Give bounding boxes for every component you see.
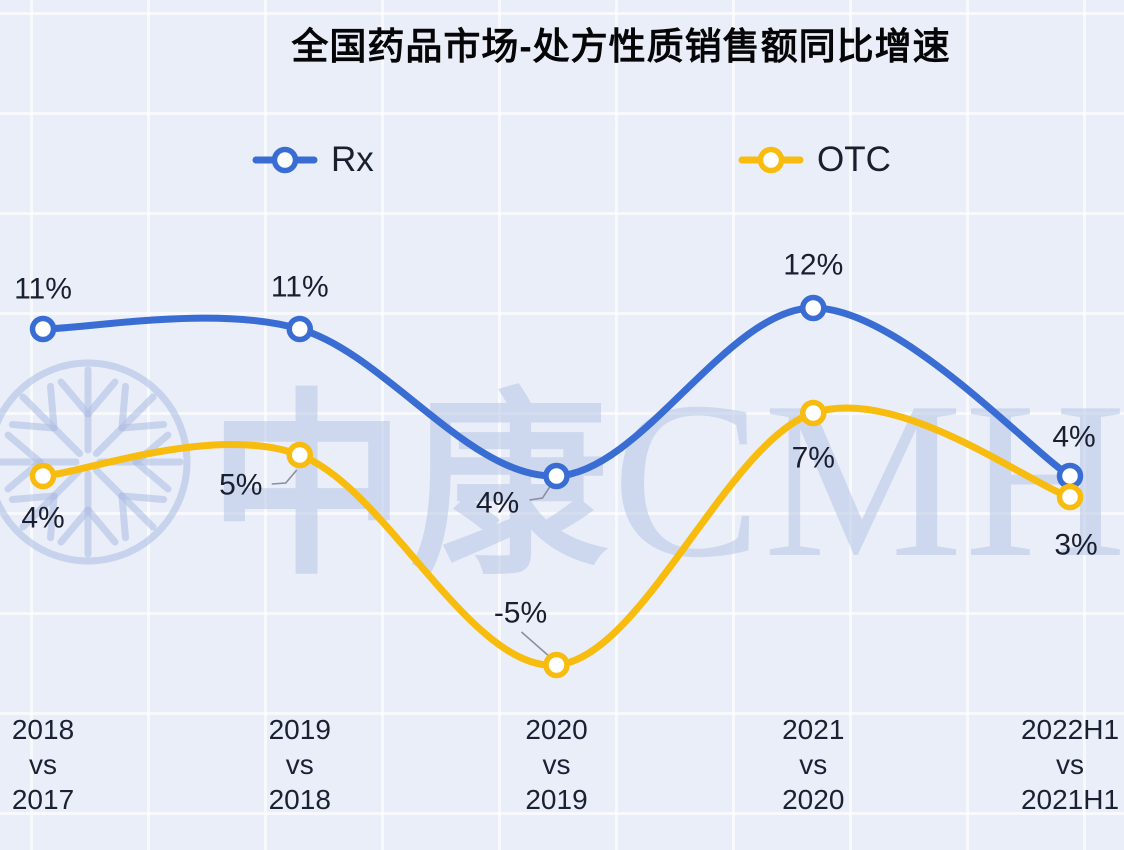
- data-label-otc-2: -5%: [494, 597, 547, 630]
- data-label-rx-3: 12%: [783, 249, 843, 282]
- data-label-otc-4: 3%: [1054, 529, 1097, 562]
- data-point-otc-2[interactable]: [543, 651, 570, 679]
- data-point-rx-1[interactable]: [286, 315, 313, 343]
- data-point-rx-2[interactable]: [543, 462, 570, 490]
- data-label-rx-4: 4%: [1052, 421, 1095, 454]
- legend-label-rx: Rx: [331, 140, 374, 179]
- x-axis-label-1: 2019 vs 2018: [268, 714, 331, 815]
- x-axis-label-2: 2020 vs 2019: [525, 714, 588, 815]
- x-axis-labels: 2018 vs 2017 2019 vs 2018 2020 vs 2019 2021 vs 2020…: [0, 712, 1124, 832]
- x-axis-label-3: 2021 vs 2020: [782, 714, 845, 815]
- data-label-otc-0: 4%: [21, 502, 64, 535]
- data-point-rx-4[interactable]: [1056, 462, 1084, 490]
- legend: Rx OTC: [0, 140, 1124, 192]
- legend-label-otc: OTC: [817, 140, 891, 179]
- label-leader-otc-1: [271, 469, 298, 485]
- x-axis-label-0: 2018 vs 2017: [11, 714, 75, 815]
- series-line-otc: [39, 404, 1074, 669]
- data-point-otc-4[interactable]: [1056, 483, 1084, 511]
- data-point-otc-3[interactable]: [800, 399, 827, 427]
- series-line-rx: [39, 304, 1074, 480]
- data-label-otc-1: 5%: [219, 469, 262, 502]
- legend-item-otc[interactable]: OTC: [738, 140, 891, 180]
- legend-marker-rx-icon: [252, 146, 318, 174]
- data-label-rx-0: 11%: [14, 273, 72, 306]
- data-label-otc-3: 7%: [792, 442, 835, 475]
- data-label-rx-2: 4%: [476, 487, 519, 520]
- data-point-otc-0[interactable]: [29, 462, 57, 490]
- legend-item-rx[interactable]: Rx: [252, 140, 374, 180]
- data-point-rx-3[interactable]: [800, 294, 827, 322]
- data-label-rx-1: 11%: [271, 271, 329, 304]
- data-point-otc-1[interactable]: [286, 441, 313, 469]
- x-axis-label-4: 2022H1 vs 2021H1: [1020, 714, 1120, 815]
- legend-marker-otc-icon: [738, 146, 804, 174]
- data-point-rx-0[interactable]: [29, 315, 57, 343]
- chart-title: 全国药品市场-处方性质销售额同比增速: [291, 26, 951, 67]
